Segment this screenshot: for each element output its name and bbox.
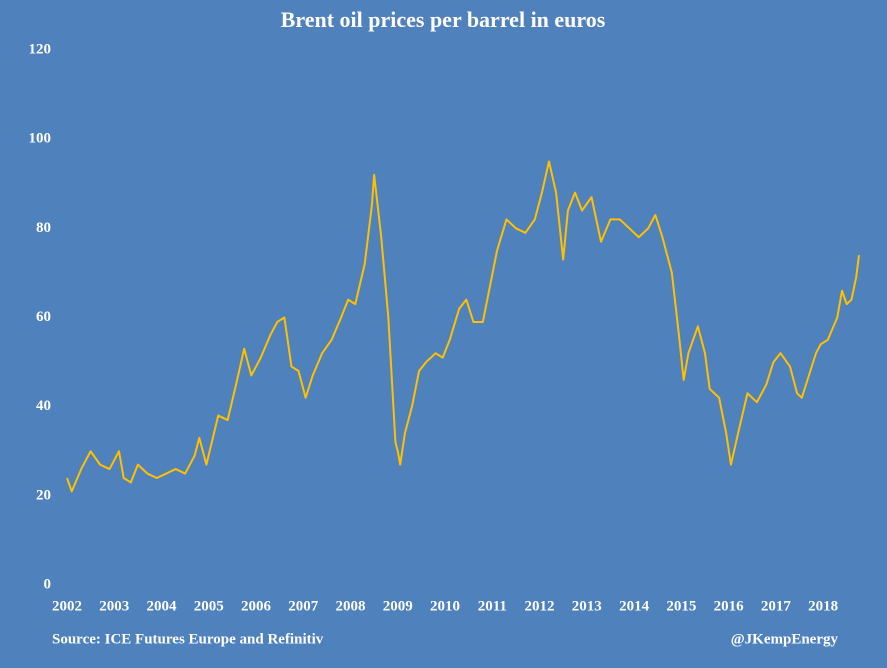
y-tick-label: 100 [29, 131, 52, 147]
x-tick-label: 2015 [666, 598, 696, 614]
y-tick-label: 80 [36, 220, 51, 236]
x-tick-label: 2006 [241, 598, 272, 614]
x-tick-label: 2004 [147, 598, 178, 614]
x-tick-label: 2017 [761, 598, 792, 614]
x-tick-label: 2005 [194, 598, 224, 614]
credit: @JKempEnergy [731, 631, 839, 647]
y-tick-label: 60 [36, 309, 51, 325]
y-tick-label: 20 [36, 487, 51, 503]
y-tick-label: 0 [44, 576, 52, 592]
x-tick-label: 2014 [619, 598, 650, 614]
x-tick-label: 2016 [714, 598, 745, 614]
x-tick-label: 2011 [478, 598, 507, 614]
y-tick-label: 40 [36, 398, 51, 414]
x-tick-label: 2010 [430, 598, 460, 614]
data-line [66, 160, 860, 493]
x-tick-label: 2013 [572, 598, 602, 614]
x-tick-label: 2018 [808, 598, 838, 614]
x-tick-label: 2012 [525, 598, 555, 614]
chart-title: Brent oil prices per barrel in euros [281, 7, 606, 32]
x-tick-label: 2002 [52, 598, 82, 614]
source-note: Source: ICE Futures Europe and Refinitiv [52, 631, 324, 647]
x-tick-label: 2003 [99, 598, 129, 614]
x-tick-label: 2007 [288, 598, 319, 614]
y-tick-label: 120 [29, 41, 52, 57]
x-tick-label: 2008 [336, 598, 366, 614]
x-tick-label: 2009 [383, 598, 413, 614]
